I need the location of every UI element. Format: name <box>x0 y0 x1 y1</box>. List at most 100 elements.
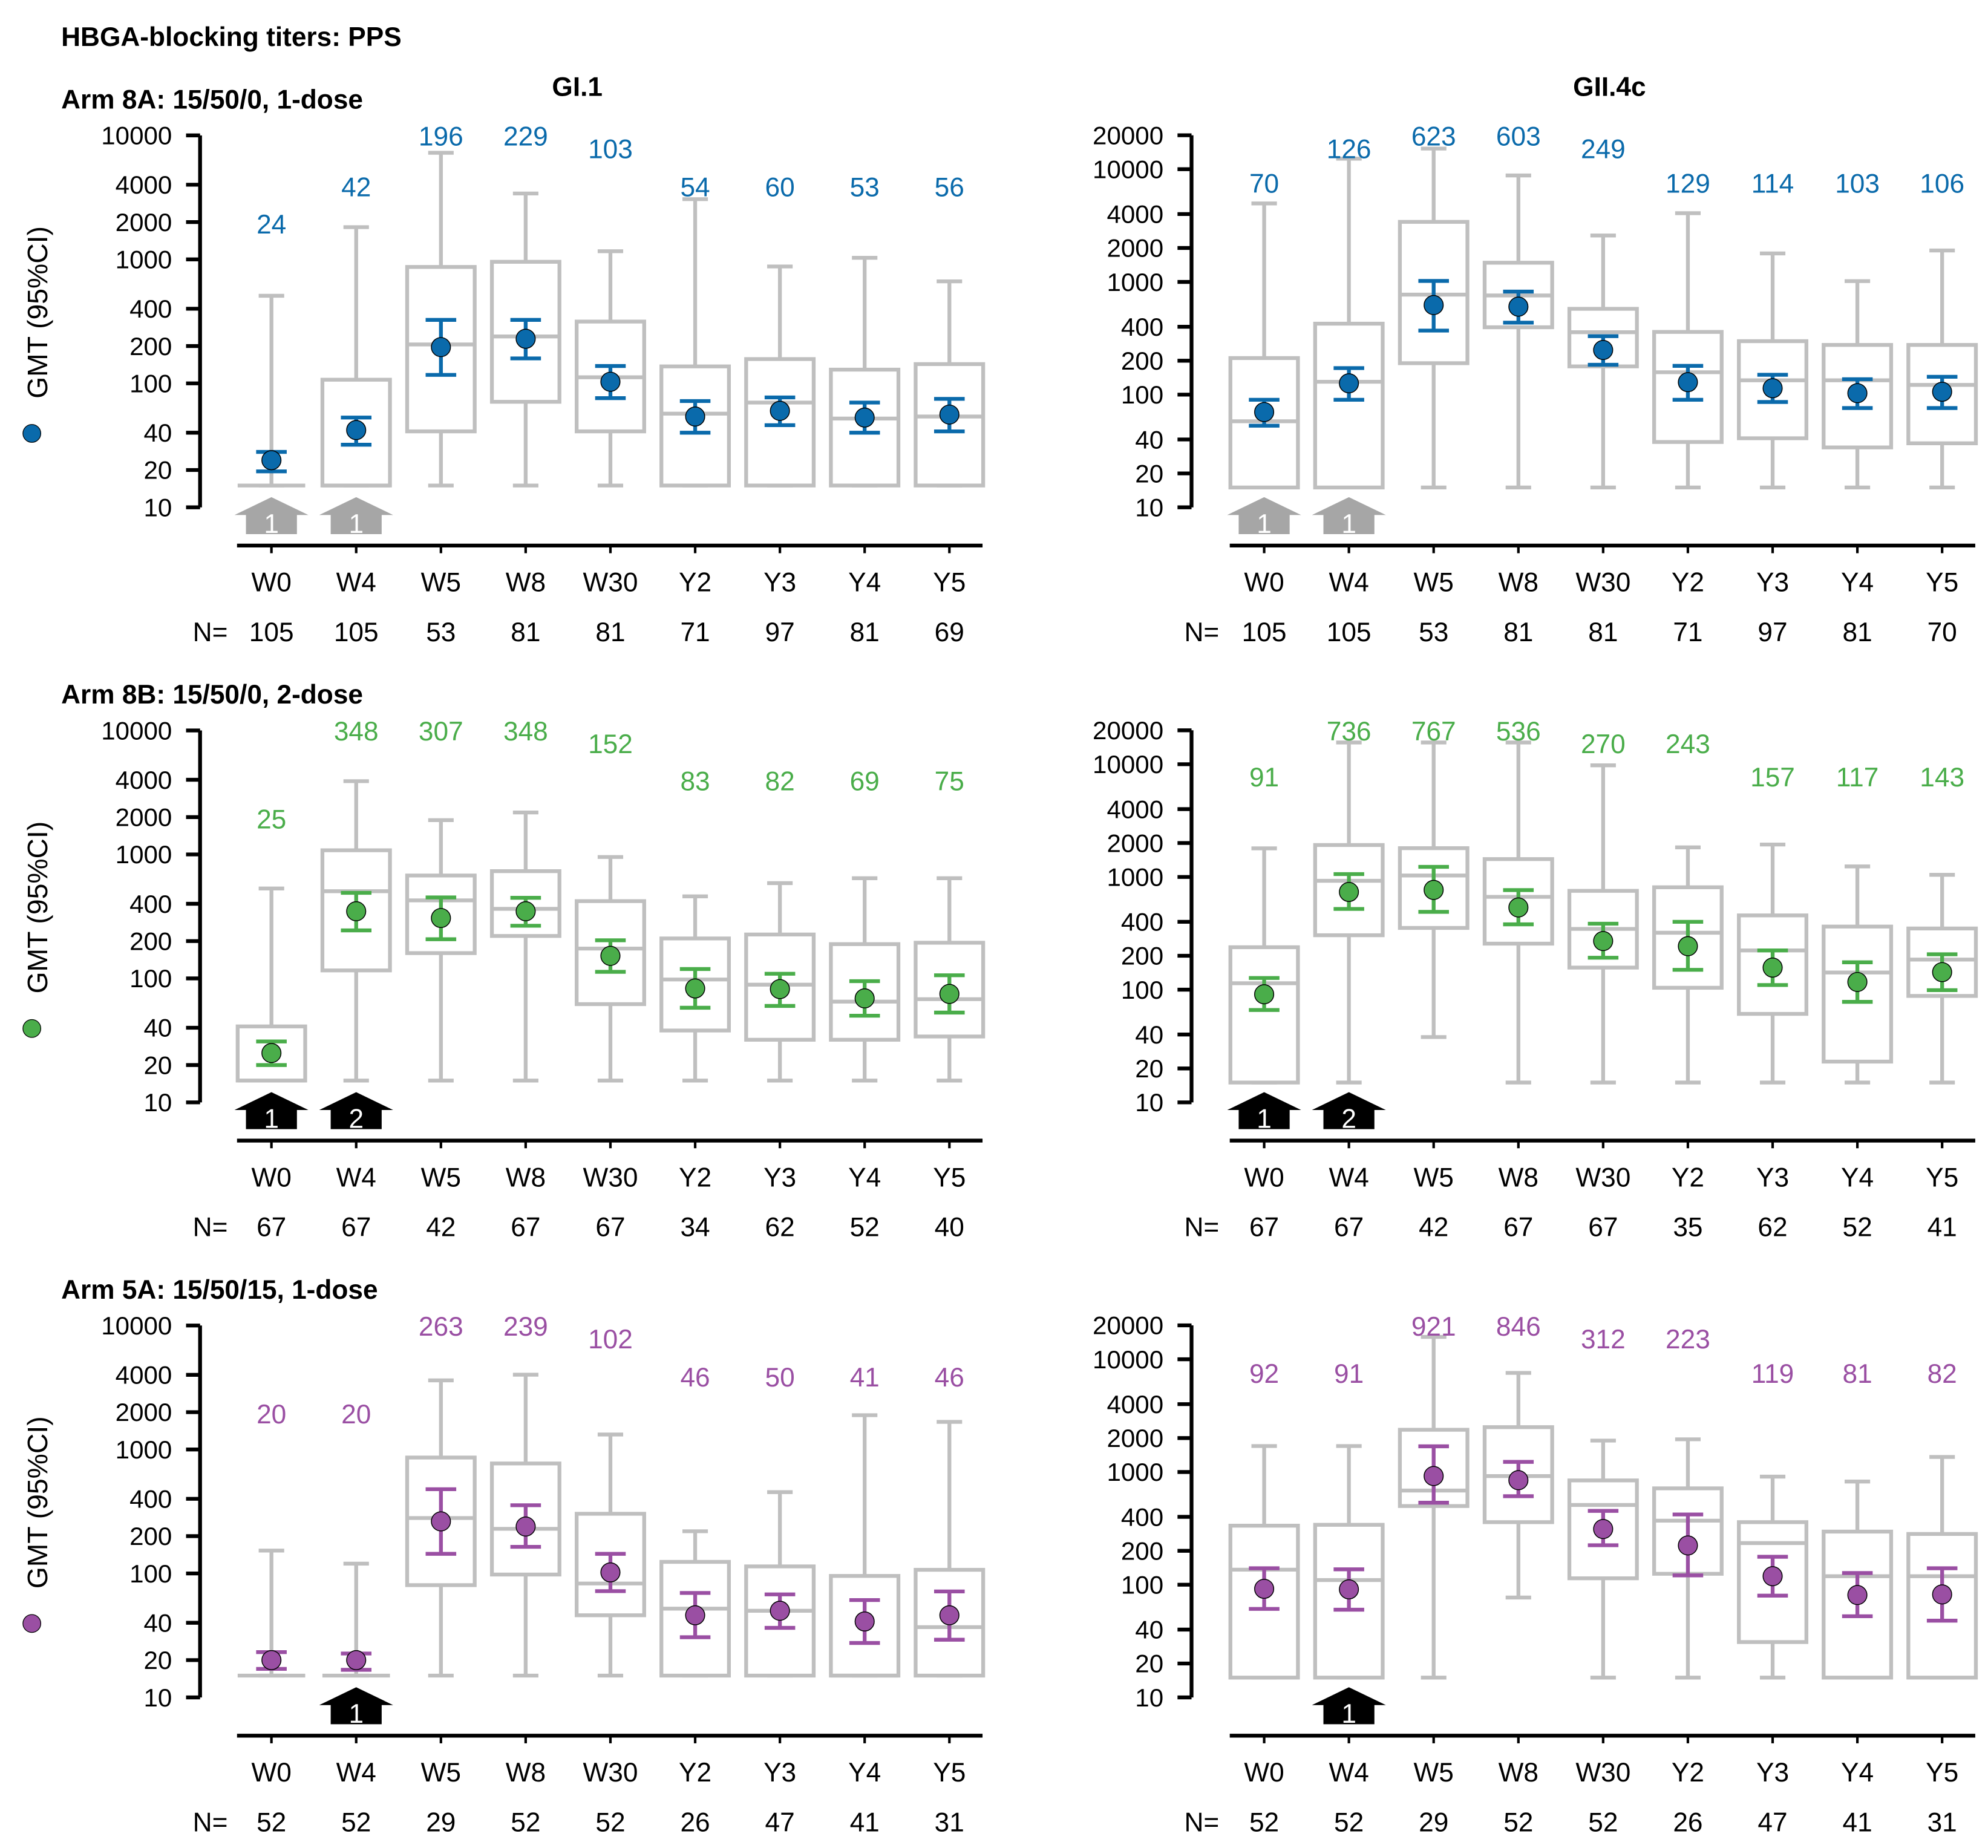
category-label: W30 <box>1575 1758 1630 1788</box>
gmt-point <box>1762 1566 1783 1587</box>
category-label: Y5 <box>1926 1758 1958 1788</box>
gmt-point <box>1424 1466 1444 1486</box>
n-value: 105 <box>334 618 379 647</box>
y-tick-label: 10 <box>144 493 172 521</box>
y-tick-label: 400 <box>1121 1503 1163 1531</box>
category-label: Y4 <box>1841 568 1874 598</box>
gmt-label: 20 <box>341 1400 371 1429</box>
gmt-point <box>261 1650 282 1670</box>
category-label: Y4 <box>848 568 881 598</box>
category-label: W0 <box>1244 1163 1284 1192</box>
y-tick-label: 20 <box>1135 1650 1163 1678</box>
gmt-point <box>1932 1584 1952 1605</box>
gmt-label: 229 <box>503 122 548 151</box>
n-value: 81 <box>595 618 625 647</box>
gmt-label: 114 <box>1751 169 1794 198</box>
iqr-box <box>1737 913 1808 1016</box>
category-label: W4 <box>1329 568 1368 598</box>
category-label: Y4 <box>1841 1163 1874 1192</box>
gmt-point <box>854 1611 875 1632</box>
y-tick-label: 20000 <box>1093 716 1163 745</box>
gmt-label: 46 <box>680 1363 710 1393</box>
gmt-label: 82 <box>765 766 795 796</box>
category-label: W8 <box>1499 1758 1538 1788</box>
y-tick-label: 100 <box>129 369 172 397</box>
gmt-label: 54 <box>680 173 710 203</box>
y-tick-label: 4000 <box>116 1361 172 1389</box>
gmt-label: 82 <box>1928 1359 1957 1389</box>
gmt-point <box>1762 378 1783 399</box>
n-value: 52 <box>595 1807 625 1837</box>
y-tick-label: 100 <box>1121 1571 1163 1599</box>
gmt-label: 270 <box>1581 730 1626 759</box>
gmt-point <box>346 420 367 440</box>
n-value: 52 <box>257 1807 286 1837</box>
iqr-box <box>1228 945 1300 1085</box>
column-title: GII.4c <box>1573 72 1646 102</box>
n-value: 41 <box>1842 1807 1872 1837</box>
y-tick-label: 200 <box>1121 347 1163 375</box>
y-tick-label: 10 <box>1135 1088 1163 1117</box>
n-prefix: N= <box>1184 1807 1219 1837</box>
category-label: Y3 <box>763 1163 796 1192</box>
gmt-label: 767 <box>1411 717 1456 746</box>
category-label: Y4 <box>848 1163 881 1192</box>
n-value: 71 <box>680 618 710 647</box>
gmt-label: 24 <box>257 210 286 240</box>
category-label: W4 <box>1329 1758 1368 1788</box>
gmt-point <box>1508 897 1529 918</box>
dose-arrow-icon <box>1312 1092 1386 1129</box>
n-value: 97 <box>765 618 795 647</box>
y-tick-label: 100 <box>1121 380 1163 409</box>
gmt-point <box>1508 1470 1529 1490</box>
category-label: Y2 <box>679 1163 711 1192</box>
y-tick-label: 20000 <box>1093 1311 1163 1340</box>
dose-number: 1 <box>1257 1105 1272 1134</box>
gmt-label: 846 <box>1496 1312 1541 1342</box>
gmt-label: 307 <box>419 717 463 746</box>
n-prefix: N= <box>193 1807 228 1837</box>
n-value: 71 <box>1673 618 1702 647</box>
n-value: 67 <box>595 1213 625 1242</box>
gmt-point <box>685 1605 705 1625</box>
category-label: Y5 <box>933 1758 966 1788</box>
gmt-label: 348 <box>334 717 379 746</box>
y-tick-label: 20 <box>144 1051 172 1079</box>
gmt-point <box>1254 1578 1275 1599</box>
dose-arrow-icon <box>234 1092 309 1129</box>
dose-arrow-icon <box>234 497 309 534</box>
gmt-point <box>1932 382 1952 402</box>
gmt-label: 53 <box>850 173 880 203</box>
category-label: W5 <box>1414 568 1454 598</box>
n-value: 29 <box>1419 1807 1448 1837</box>
gmt-point <box>685 406 705 427</box>
gmt-point <box>261 1043 282 1063</box>
legend-dot <box>22 1614 42 1633</box>
category-label: W5 <box>421 568 461 598</box>
category-label: Y3 <box>1756 568 1789 598</box>
gmt-label: 46 <box>935 1363 964 1393</box>
dose-arrow-icon <box>319 1687 393 1725</box>
gmt-point <box>1508 296 1529 317</box>
n-value: 52 <box>1334 1807 1364 1837</box>
y-tick-label: 2000 <box>1107 1424 1163 1452</box>
n-value: 52 <box>1249 1807 1279 1837</box>
y-tick-label: 2000 <box>116 1398 172 1426</box>
y-tick-label: 20 <box>144 1646 172 1674</box>
n-value: 29 <box>426 1807 456 1837</box>
n-value: 70 <box>1928 618 1957 647</box>
gmt-point <box>1593 340 1614 361</box>
gmt-point <box>939 984 960 1004</box>
gmt-point <box>600 945 621 966</box>
category-label: W4 <box>336 1163 376 1192</box>
gmt-point <box>685 978 705 999</box>
gmt-point <box>1339 373 1359 394</box>
gmt-point <box>515 901 536 921</box>
y-tick-label: 1000 <box>116 246 172 274</box>
n-prefix: N= <box>1184 618 1219 647</box>
gmt-label: 56 <box>935 173 964 203</box>
n-value: 81 <box>850 618 880 647</box>
gmt-point <box>1254 984 1275 1005</box>
n-value: 42 <box>1419 1213 1448 1242</box>
gmt-label: 50 <box>765 1363 795 1393</box>
